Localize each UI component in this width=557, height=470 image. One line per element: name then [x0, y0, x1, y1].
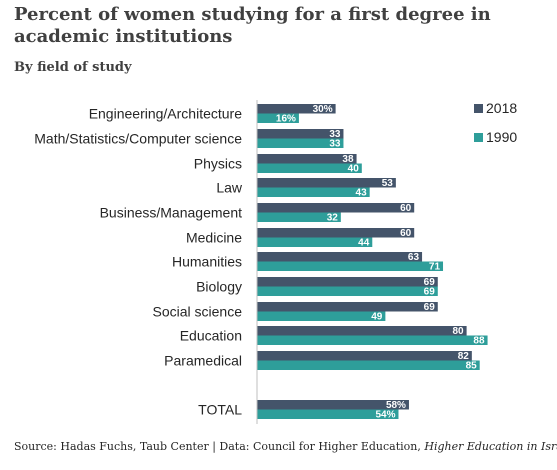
data-label-2018: 58%	[386, 400, 406, 411]
data-label-2018: 53	[382, 178, 394, 189]
category-label: Math/Statistics/Computer science	[34, 131, 242, 147]
bar-1990	[257, 212, 341, 222]
category-label: Humanities	[172, 254, 242, 270]
category-label: Engineering/Architecture	[89, 106, 243, 122]
data-label-1990: 43	[356, 188, 368, 199]
data-label-1990: 32	[327, 213, 339, 224]
data-label-2018: 69	[424, 277, 436, 288]
bar-2018	[257, 302, 438, 312]
bar-2018	[257, 104, 336, 114]
bar-2018	[257, 154, 357, 164]
data-label-1990: 85	[466, 361, 478, 372]
data-label-1990: 33	[329, 139, 341, 150]
bar-2018	[257, 178, 396, 188]
bar-1990	[257, 113, 299, 123]
bar-2018	[257, 203, 415, 213]
data-label-1990: 16%	[276, 114, 296, 125]
category-label: Paramedical	[164, 353, 242, 369]
bar-1990	[257, 163, 362, 173]
bar-1990	[257, 335, 488, 345]
legend-swatch-1990	[474, 133, 483, 142]
data-label-2018: 60	[400, 203, 412, 214]
source-note: Source: Hadas Fuchs, Taub Center | Data:…	[14, 440, 557, 453]
data-label-2018: 80	[452, 326, 464, 337]
data-label-2018: 63	[408, 252, 420, 263]
bar-1990	[257, 311, 386, 321]
bar-1990	[257, 237, 373, 247]
bar-1990	[257, 286, 438, 296]
bar-2018	[257, 277, 438, 287]
data-label-1990: 40	[348, 164, 360, 175]
legend: 2018 1990	[474, 100, 517, 145]
source-publication: Higher Education in Israel	[424, 440, 557, 453]
legend-label-1990: 1990	[486, 129, 517, 145]
data-label-1990: 69	[424, 287, 436, 298]
category-label: Biology	[196, 279, 242, 295]
chart-subtitle: By field of study	[14, 60, 132, 75]
bar-1990	[257, 261, 444, 271]
bar-2018	[257, 351, 472, 361]
data-label-2018: 33	[329, 129, 341, 140]
data-label-2018: 69	[424, 302, 436, 313]
bar-2018	[257, 400, 409, 410]
bar-1990	[257, 409, 399, 419]
category-label: Social science	[153, 304, 243, 320]
bar-labels: 30%16%3333384053436032604463716969694980…	[276, 104, 485, 421]
legend-swatch-2018	[474, 104, 483, 113]
data-label-1990: 71	[429, 262, 441, 273]
bar-chart: Engineering/Architecture Math/Statistics/…	[34, 100, 517, 424]
data-label-2018: 60	[400, 228, 412, 239]
category-label: TOTAL	[198, 402, 242, 418]
category-label: Education	[180, 328, 242, 344]
data-label-2018: 82	[458, 351, 470, 362]
bar-2018	[257, 326, 467, 336]
data-label-1990: 49	[371, 312, 383, 323]
category-label: Business/Management	[100, 205, 243, 221]
category-label: Medicine	[186, 230, 242, 246]
data-label-1990: 54%	[375, 410, 395, 421]
category-label: Law	[216, 180, 243, 196]
bar-2018	[257, 129, 344, 139]
bar-2018	[257, 228, 415, 238]
category-labels: Engineering/Architecture Math/Statistics/…	[34, 106, 243, 418]
legend-label-2018: 2018	[486, 100, 517, 116]
bars	[257, 104, 488, 419]
bar-1990	[257, 187, 370, 197]
data-label-1990: 88	[473, 336, 485, 347]
bar-2018	[257, 252, 423, 262]
data-label-2018: 30%	[313, 104, 333, 115]
bar-1990	[257, 138, 344, 148]
category-label: Physics	[194, 156, 242, 172]
data-label-1990: 44	[358, 238, 370, 249]
data-label-2018: 38	[342, 154, 354, 165]
bar-1990	[257, 360, 480, 370]
source-text: Source: Hadas Fuchs, Taub Center | Data:…	[14, 440, 425, 453]
chart-title: Percent of women studying for a first de…	[14, 4, 491, 47]
